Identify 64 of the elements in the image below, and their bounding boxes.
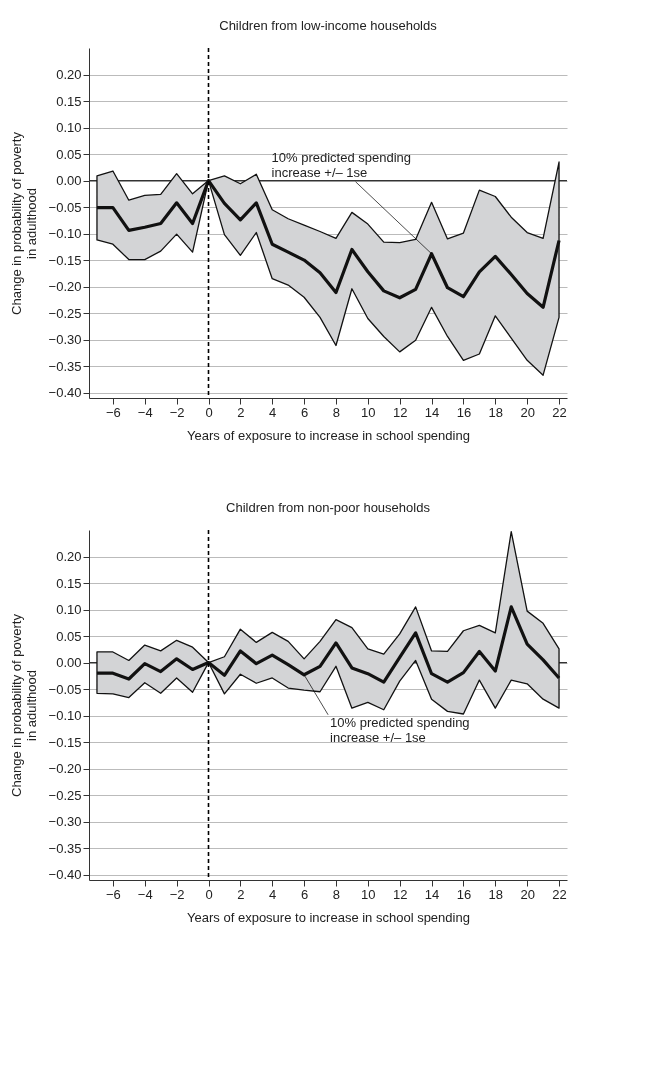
x-tick-label: 16: [456, 886, 472, 902]
y-tick-label: −0.05: [48, 199, 82, 215]
y-axis-title: Change in probability of poverty in adulthood: [8, 613, 39, 797]
y-tick-label: −0.10: [48, 708, 82, 724]
y-tick-label: −0.15: [48, 734, 82, 750]
chart-title: Children from non-poor households: [226, 500, 431, 516]
x-tick-label: 2: [237, 886, 245, 902]
x-tick-label: 22: [552, 404, 567, 420]
x-tick-label: 8: [332, 886, 341, 902]
y-tick-label: 0.10: [56, 602, 82, 618]
x-tick-label: 20: [520, 886, 535, 902]
y-tick-label: 0.15: [56, 93, 82, 109]
y-tick-label: −0.25: [48, 787, 82, 803]
y-tick-label: 0.20: [56, 67, 82, 83]
y-tick-label: −0.25: [48, 305, 82, 321]
x-tick-label: 14: [424, 886, 440, 902]
x-tick-label: 4: [269, 886, 277, 902]
y-tick-label: −0.15: [48, 252, 82, 268]
x-axis-title: Years of exposure to increase in school spending: [187, 427, 470, 443]
x-tick-label: −6: [105, 404, 121, 420]
y-tick-label: −0.20: [48, 279, 82, 295]
x-tick-label: 10: [361, 404, 376, 420]
y-axis-title: Change in probability of poverty in adulthood: [8, 131, 39, 315]
x-tick-label: −2: [169, 404, 185, 420]
y-tick-label: −0.40: [48, 867, 82, 883]
x-tick-label: 8: [332, 404, 341, 420]
y-tick-label: −0.30: [48, 814, 82, 830]
y-tick-label: −0.35: [48, 358, 82, 374]
x-tick-label: 22: [552, 886, 567, 902]
y-tick-label: −0.05: [48, 681, 82, 697]
y-tick-label: 0.10: [56, 120, 82, 136]
y-tick-label: −0.10: [48, 226, 82, 242]
x-tick-label: −4: [137, 886, 153, 902]
x-tick-label: 20: [520, 404, 535, 420]
chart-title: Children from low-income households: [219, 18, 438, 34]
y-tick-label: 0.20: [56, 549, 82, 565]
y-tick-label: 0.15: [56, 575, 82, 591]
x-tick-label: 12: [392, 404, 408, 420]
y-tick-label: 0.00: [56, 173, 82, 189]
x-tick-label: −6: [105, 886, 121, 902]
x-tick-label: 10: [361, 886, 376, 902]
annotation: 10% predicted spending increase +/– 1se: [271, 149, 412, 180]
x-tick-label: 0: [205, 886, 213, 902]
y-tick-label: −0.20: [48, 761, 82, 777]
x-axis-title: Years of exposure to increase in school spending: [187, 909, 470, 925]
x-tick-label: 14: [424, 404, 440, 420]
y-tick-label: −0.40: [48, 385, 82, 401]
x-tick-label: 6: [300, 886, 309, 902]
x-tick-label: 4: [269, 404, 277, 420]
annotation: 10% predicted spending increase +/– 1se: [330, 714, 470, 745]
y-tick-label: −0.35: [48, 840, 82, 856]
x-tick-label: 18: [488, 404, 504, 420]
x-tick-label: 2: [237, 404, 245, 420]
x-tick-label: 12: [392, 886, 408, 902]
x-tick-label: 0: [205, 404, 213, 420]
y-tick-label: −0.30: [48, 332, 82, 348]
y-tick-label: 0.05: [56, 146, 82, 162]
y-tick-label: 0.00: [56, 655, 82, 671]
x-tick-label: 6: [300, 404, 309, 420]
x-tick-label: −2: [169, 886, 185, 902]
y-tick-label: 0.05: [56, 628, 82, 644]
x-tick-label: −4: [137, 404, 153, 420]
x-tick-label: 16: [456, 404, 472, 420]
x-tick-label: 18: [488, 886, 504, 902]
